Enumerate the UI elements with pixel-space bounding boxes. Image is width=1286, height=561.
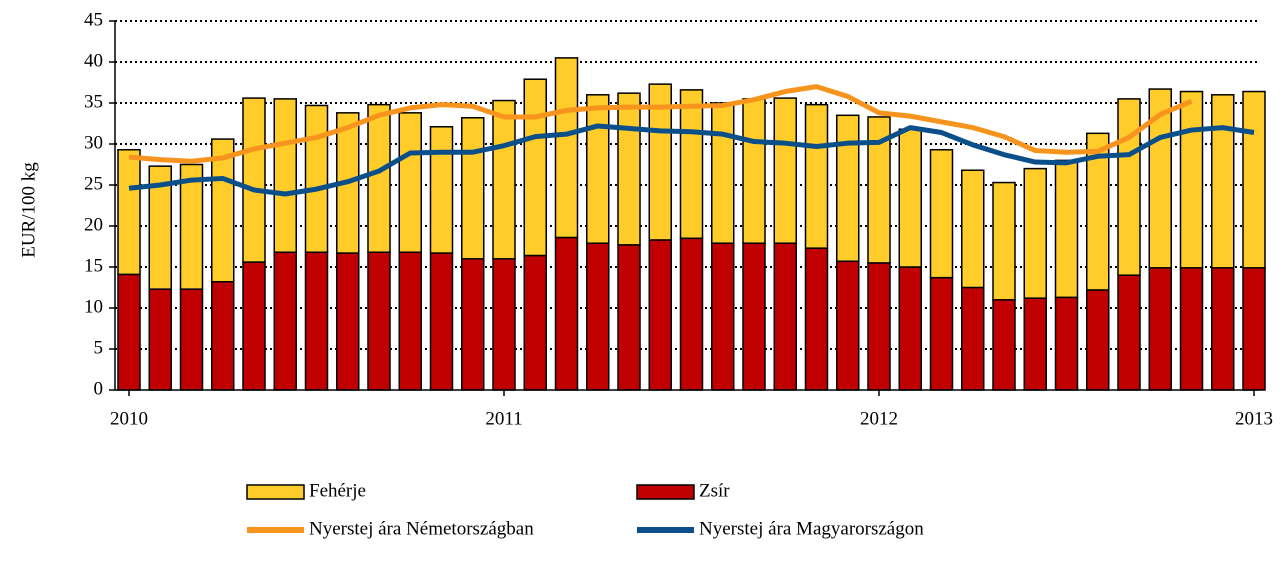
bar bbox=[1179, 90, 1204, 269]
bar bbox=[867, 116, 891, 264]
y-tick-label: 25 bbox=[84, 173, 103, 194]
bar bbox=[242, 261, 266, 391]
bar bbox=[773, 97, 797, 244]
y-tick-label: 20 bbox=[84, 214, 103, 235]
y-tick-label: 5 bbox=[94, 337, 104, 358]
bar bbox=[429, 252, 454, 391]
bar bbox=[461, 117, 485, 260]
legend-label: Fehérje bbox=[309, 480, 366, 501]
bar bbox=[898, 128, 922, 268]
legend-swatch bbox=[636, 484, 695, 500]
bar bbox=[1148, 267, 1172, 391]
bar bbox=[1086, 132, 1110, 291]
bar bbox=[961, 169, 985, 289]
y-tick-label: 40 bbox=[84, 50, 103, 71]
legend-label: Nyerstej ára Magyarországon bbox=[699, 518, 924, 539]
y-tick-label: 15 bbox=[84, 255, 103, 276]
bar bbox=[211, 281, 235, 391]
bar bbox=[148, 165, 172, 290]
bar bbox=[1086, 289, 1110, 391]
bar bbox=[1179, 267, 1204, 391]
legend-label: Zsír bbox=[699, 480, 730, 501]
bar bbox=[1242, 267, 1266, 391]
bar bbox=[992, 181, 1016, 301]
bar bbox=[586, 94, 610, 244]
bar bbox=[367, 103, 391, 253]
bar bbox=[117, 273, 141, 391]
bar bbox=[648, 239, 672, 391]
bar bbox=[1023, 167, 1047, 299]
x-tick-label: 2011 bbox=[485, 408, 522, 429]
y-tick-label: 35 bbox=[84, 91, 103, 112]
bar bbox=[148, 288, 172, 391]
y-tick-label: 30 bbox=[84, 132, 103, 153]
bar bbox=[1211, 267, 1235, 391]
bar bbox=[742, 98, 766, 244]
bar bbox=[554, 57, 579, 239]
line bbox=[128, 84, 1193, 164]
bar bbox=[1054, 159, 1079, 299]
x-tick-label: 2012 bbox=[860, 408, 898, 429]
bar bbox=[648, 83, 672, 241]
bar bbox=[929, 148, 954, 279]
y-tick-label: 0 bbox=[94, 378, 104, 399]
bar bbox=[1117, 274, 1141, 391]
bar bbox=[586, 242, 610, 391]
bar bbox=[1023, 297, 1047, 391]
bar bbox=[367, 251, 391, 391]
x-tick-label: 2013 bbox=[1235, 408, 1273, 429]
y-tick-label: 10 bbox=[84, 296, 103, 317]
bar bbox=[617, 92, 641, 246]
bar bbox=[179, 163, 204, 290]
bar bbox=[711, 242, 735, 391]
bar bbox=[242, 97, 266, 263]
bar bbox=[492, 258, 516, 391]
x-tick-label: 2010 bbox=[110, 408, 148, 429]
bar bbox=[273, 98, 297, 253]
bar bbox=[304, 251, 329, 391]
bar bbox=[179, 288, 204, 391]
bar bbox=[711, 102, 735, 244]
bar bbox=[836, 114, 860, 263]
bar bbox=[1242, 90, 1266, 269]
bar bbox=[117, 148, 141, 276]
bar bbox=[898, 266, 922, 391]
bar bbox=[804, 247, 829, 391]
line bbox=[128, 123, 1255, 197]
bar bbox=[1054, 296, 1079, 391]
bar bbox=[804, 103, 829, 249]
bar bbox=[523, 254, 547, 391]
bar bbox=[617, 244, 641, 391]
bar bbox=[1211, 94, 1235, 269]
bar bbox=[773, 242, 797, 391]
bar bbox=[273, 251, 297, 391]
bar bbox=[461, 258, 485, 391]
bar bbox=[492, 99, 516, 260]
bar bbox=[742, 242, 766, 391]
bar bbox=[398, 251, 422, 391]
bar bbox=[961, 286, 985, 391]
bar bbox=[836, 260, 860, 391]
bar bbox=[992, 299, 1016, 391]
bar bbox=[867, 262, 891, 391]
bar bbox=[398, 112, 422, 253]
bar bbox=[929, 276, 954, 391]
bar bbox=[304, 104, 329, 253]
bar bbox=[679, 89, 704, 240]
y-axis-label: EUR/100 kg bbox=[18, 162, 39, 258]
legend-label: Nyerstej ára Németországban bbox=[309, 518, 534, 539]
y-tick-label: 45 bbox=[84, 9, 103, 30]
legend-swatch bbox=[246, 484, 305, 500]
bar bbox=[523, 78, 547, 257]
bar bbox=[679, 237, 704, 391]
bar bbox=[211, 138, 235, 283]
bar bbox=[1117, 98, 1141, 276]
bar bbox=[336, 252, 360, 391]
bar bbox=[429, 126, 454, 254]
bar bbox=[554, 236, 579, 391]
